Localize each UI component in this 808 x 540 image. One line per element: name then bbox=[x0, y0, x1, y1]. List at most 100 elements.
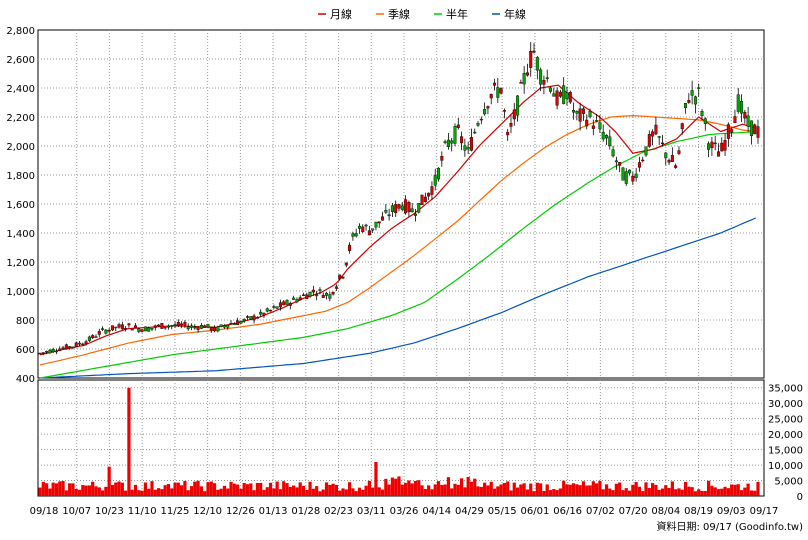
volume-bar bbox=[361, 489, 365, 496]
candle bbox=[357, 223, 361, 234]
volume-bar bbox=[64, 490, 68, 496]
candle bbox=[674, 163, 678, 169]
volume-bar bbox=[756, 481, 760, 496]
volume-bar bbox=[687, 486, 691, 496]
volume-bar bbox=[440, 484, 444, 496]
volume-bar bbox=[506, 481, 510, 496]
candle-body bbox=[502, 110, 506, 112]
volume-bar bbox=[700, 490, 704, 496]
volume-bar bbox=[529, 483, 533, 496]
candle bbox=[124, 326, 128, 332]
volume-bar bbox=[710, 485, 714, 496]
x-tick-label: 04/29 bbox=[455, 506, 484, 517]
volume-bar bbox=[407, 480, 411, 496]
volume-bar bbox=[660, 488, 665, 496]
x-tick-label: 12/10 bbox=[193, 506, 222, 517]
candle-body bbox=[644, 146, 648, 156]
candle bbox=[730, 128, 734, 138]
volume-bar bbox=[163, 485, 167, 496]
candle bbox=[87, 335, 91, 343]
price-tick-label: 2,000 bbox=[6, 142, 35, 153]
candle bbox=[374, 221, 378, 231]
candle-body bbox=[232, 323, 236, 325]
volume-bar bbox=[193, 481, 197, 496]
price-tick-label: 2,200 bbox=[6, 113, 35, 124]
volume-bar bbox=[268, 482, 273, 496]
volume-bar bbox=[252, 490, 256, 496]
volume-bar bbox=[720, 488, 724, 496]
volume-bar bbox=[315, 486, 319, 496]
candle-body bbox=[509, 123, 513, 127]
candle bbox=[684, 103, 688, 114]
candle bbox=[394, 200, 398, 217]
candle bbox=[288, 301, 292, 310]
volume-bar bbox=[489, 481, 493, 496]
candle-body bbox=[117, 324, 121, 328]
candle bbox=[203, 324, 207, 328]
candle-body bbox=[78, 342, 82, 345]
volume-bar bbox=[153, 489, 157, 496]
candle-body bbox=[430, 186, 434, 195]
volume-bar bbox=[515, 487, 520, 496]
volume-bar bbox=[133, 484, 138, 496]
candle bbox=[756, 119, 760, 144]
volume-bar bbox=[387, 484, 391, 496]
candle-body bbox=[427, 192, 431, 197]
candle-body bbox=[631, 175, 635, 182]
volume-bar bbox=[667, 487, 671, 496]
candle-body bbox=[180, 323, 184, 326]
legend-label: 半年 bbox=[446, 7, 468, 21]
volume-bar bbox=[328, 484, 332, 496]
volume-bar bbox=[199, 486, 203, 496]
candle-body bbox=[549, 87, 553, 92]
candle bbox=[120, 321, 124, 330]
volume-bar bbox=[38, 487, 42, 496]
candle-body bbox=[420, 194, 424, 206]
x-axis: 09/18 10/07 10/23 11/10 11/25 12/10 12/26 01/13… bbox=[30, 506, 779, 517]
candle-body bbox=[203, 325, 207, 328]
candle-body bbox=[101, 328, 105, 330]
candle bbox=[611, 145, 615, 158]
volume-bar bbox=[278, 489, 283, 496]
candle-body bbox=[163, 326, 167, 329]
candle bbox=[137, 327, 141, 334]
candle-body bbox=[400, 205, 404, 210]
volume-bar bbox=[627, 490, 632, 496]
candle bbox=[460, 131, 464, 151]
candle bbox=[377, 221, 381, 229]
candle bbox=[585, 114, 589, 130]
volume-bar bbox=[377, 487, 381, 496]
candle bbox=[222, 324, 226, 329]
candle bbox=[506, 128, 510, 141]
volume-bar bbox=[542, 490, 546, 496]
candle-body bbox=[84, 341, 88, 344]
candle bbox=[502, 108, 506, 119]
candle-body bbox=[716, 151, 720, 157]
candle-body bbox=[585, 119, 589, 127]
candle bbox=[400, 202, 404, 212]
candle bbox=[489, 93, 493, 105]
candle bbox=[48, 348, 52, 354]
candle-body bbox=[222, 325, 226, 328]
candle bbox=[348, 242, 352, 254]
candle-body bbox=[394, 204, 398, 214]
candle bbox=[54, 348, 58, 355]
volume-bar bbox=[716, 489, 721, 496]
candle bbox=[519, 79, 523, 84]
candle bbox=[150, 328, 154, 332]
candle bbox=[262, 312, 266, 318]
candle-body bbox=[196, 327, 200, 330]
candle-body bbox=[41, 352, 45, 354]
candle bbox=[710, 136, 714, 156]
volume-bar bbox=[354, 491, 358, 496]
volume-bar bbox=[212, 483, 217, 496]
candle bbox=[677, 146, 681, 156]
volume-bar bbox=[384, 478, 388, 496]
price-tick-label: 400 bbox=[16, 374, 35, 385]
volume-bar bbox=[219, 488, 223, 496]
candle-body bbox=[259, 311, 263, 315]
volume-bar bbox=[690, 487, 694, 496]
candle bbox=[51, 347, 55, 354]
candle bbox=[265, 307, 269, 313]
